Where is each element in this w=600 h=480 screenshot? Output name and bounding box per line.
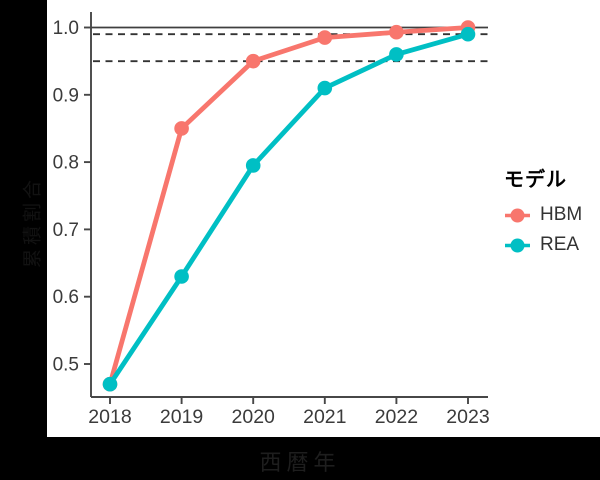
y-tick-label: 0.6	[53, 287, 79, 308]
x-tick-label: 2020	[232, 406, 276, 428]
plot-panel	[47, 0, 600, 437]
x-tick-label: 2018	[88, 406, 131, 428]
data-points	[102, 20, 476, 392]
hbm-point	[245, 53, 261, 69]
series-lines	[107, 25, 471, 387]
y-tick-label: 0.8	[53, 153, 79, 174]
hbm-point	[317, 30, 333, 45]
legend-item-rea: REA	[504, 230, 582, 260]
rea-legend-key-icon	[504, 237, 531, 254]
rea-point	[174, 269, 189, 284]
x-axis-title: 西暦年	[259, 450, 341, 475]
y-tick-label: 0.7	[53, 220, 79, 241]
legend-label-rea: REA	[540, 234, 580, 255]
hbm-line	[107, 25, 471, 387]
rea-point	[460, 26, 476, 42]
rea-point	[389, 47, 404, 62]
legend-item-hbm: HBM	[504, 200, 582, 230]
y-axis-title: 累積割合	[22, 175, 44, 269]
x-tick-label: 2022	[375, 406, 418, 428]
legend-label-hbm: HBM	[540, 204, 583, 225]
y-tick-label: 1.0	[53, 18, 79, 39]
rea-point	[245, 158, 261, 173]
x-tick-label: 2019	[160, 406, 203, 428]
hbm-legend-key-icon	[504, 207, 531, 224]
legend-title: モデル	[504, 169, 567, 191]
hbm-point	[389, 24, 404, 40]
legend: モデル HBM REA	[504, 163, 582, 260]
tick-labels: 0.5 0.6 0.7 0.8 0.9 1.0 2018 2019 2020 2021 2022 20…	[53, 18, 490, 428]
rea-point	[317, 80, 333, 96]
rea-point	[102, 376, 118, 392]
reference-lines	[91, 26, 488, 63]
x-tick-label: 2021	[303, 406, 346, 428]
x-tick-label: 2023	[446, 406, 489, 428]
hbm-point	[174, 121, 189, 136]
y-tick-label: 0.5	[53, 355, 79, 376]
axes	[84, 12, 488, 404]
y-tick-label: 0.9	[53, 85, 79, 106]
rea-line	[107, 31, 471, 387]
